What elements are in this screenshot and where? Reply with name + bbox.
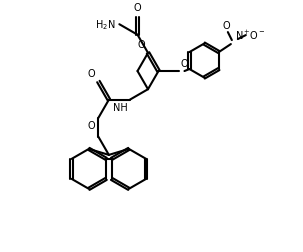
Text: O: O (137, 40, 145, 50)
Text: O: O (88, 120, 95, 130)
Text: O: O (134, 3, 141, 13)
Text: O: O (181, 59, 188, 69)
Text: NH: NH (113, 102, 128, 112)
Text: H$_2$N: H$_2$N (95, 18, 115, 32)
Text: O: O (88, 68, 95, 78)
Text: O: O (222, 21, 230, 31)
Text: O$^-$: O$^-$ (249, 29, 265, 41)
Text: N$^+$: N$^+$ (235, 29, 250, 42)
